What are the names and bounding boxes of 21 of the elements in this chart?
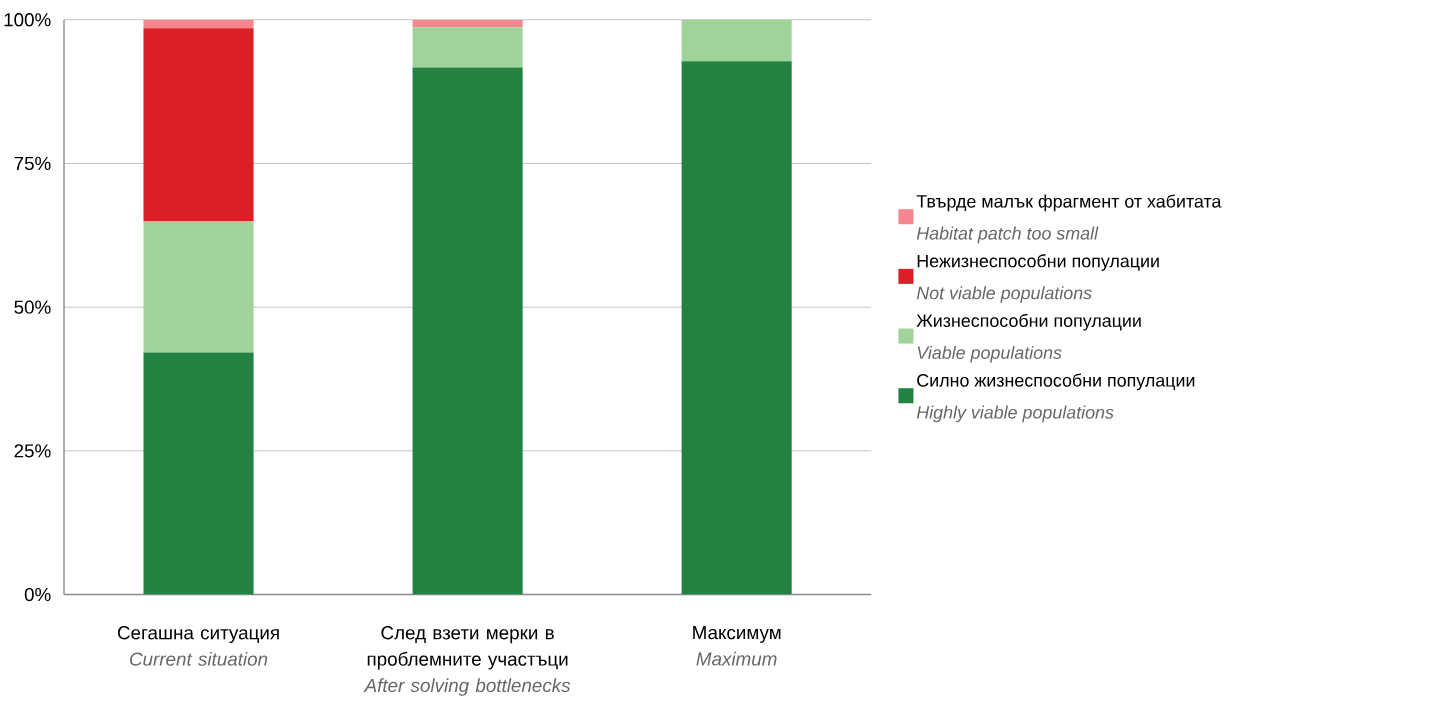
y-tick-label: 50% bbox=[14, 300, 51, 314]
bar bbox=[412, 27, 523, 68]
y-tick-label: 75% bbox=[14, 157, 51, 171]
bar bbox=[681, 19, 792, 62]
legend-label: Силно жизнеспособни популации Highly viable populations bbox=[916, 373, 1195, 423]
x-tick-label: Максимум Maximum bbox=[693, 626, 781, 666]
bar bbox=[412, 67, 523, 595]
bar bbox=[143, 352, 254, 595]
bar bbox=[143, 221, 254, 353]
y-tick-label: 0% bbox=[24, 588, 51, 602]
x-tick-label: Сегашна ситуация Current situation bbox=[117, 626, 279, 666]
bar bbox=[412, 19, 523, 28]
x-tick-label: След взети мерки в проблемните участъци After solving bottlenecks bbox=[363, 626, 571, 697]
legend-label: Нежизнеспособни популации Not viable populations bbox=[916, 254, 1159, 304]
bar bbox=[681, 61, 792, 595]
bar bbox=[143, 19, 254, 29]
legend-label: Жизнеспособни популации Viable populations bbox=[916, 313, 1141, 363]
legend-label: Твърде малък фрагмент от хабитата Habitat patch too small bbox=[916, 194, 1222, 244]
bar bbox=[143, 28, 254, 222]
y-tick-label: 25% bbox=[14, 444, 51, 458]
y-tick-label: 100% bbox=[4, 13, 51, 27]
